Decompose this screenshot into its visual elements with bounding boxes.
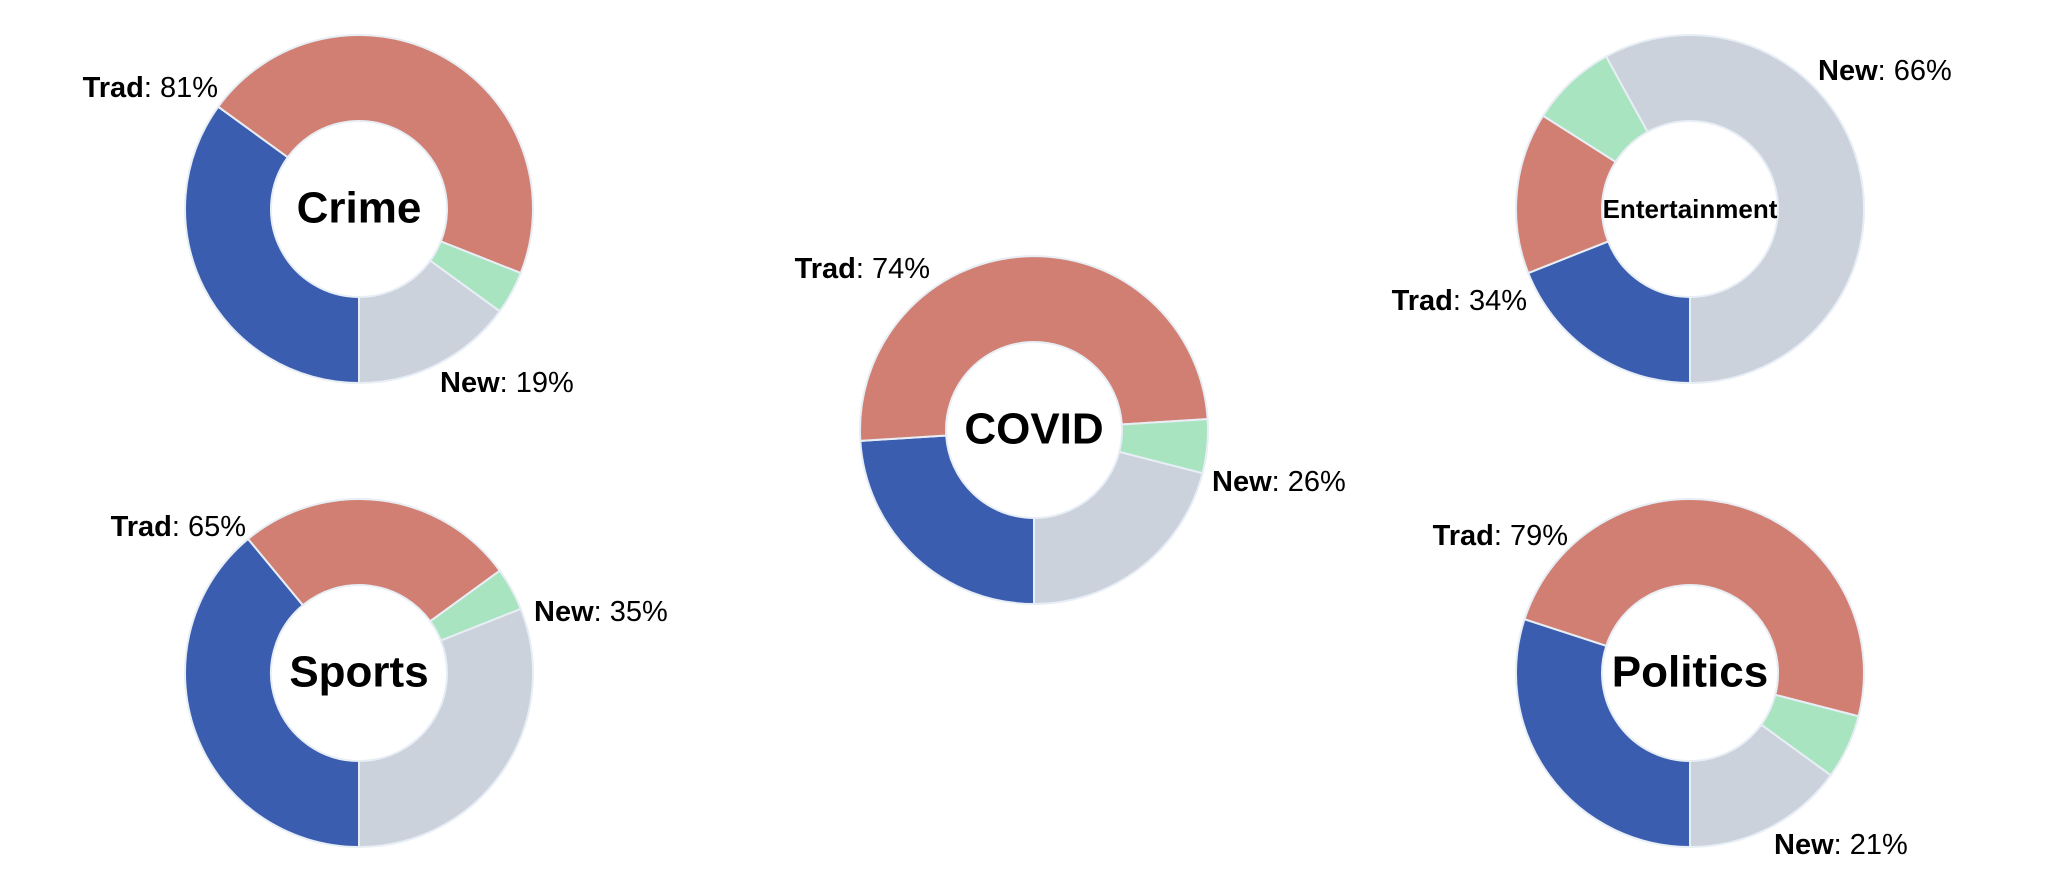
group-label: New: 66% bbox=[1818, 55, 1952, 87]
group-value: : 81% bbox=[144, 72, 218, 104]
donut-segment bbox=[1526, 240, 1691, 385]
group-name: Trad bbox=[795, 253, 856, 285]
group-label: Trad: 79% bbox=[1433, 520, 1568, 552]
group-label: New: 35% bbox=[534, 596, 668, 628]
group-label: Trad: 74% bbox=[795, 253, 930, 285]
donut-title: Entertainment bbox=[1603, 194, 1778, 224]
group-name: Trad bbox=[1433, 520, 1494, 552]
donut-chart: COVID Trad: 74% New: 26% bbox=[795, 253, 1346, 606]
donut-segment bbox=[859, 254, 1209, 442]
group-label: New: 21% bbox=[1774, 829, 1908, 861]
group-name: New bbox=[1818, 55, 1878, 87]
group-value: : 79% bbox=[1494, 520, 1568, 552]
donut-title: Politics bbox=[1612, 648, 1769, 697]
group-name: Trad bbox=[1392, 285, 1453, 317]
donut-segment bbox=[358, 607, 534, 849]
donut-segment bbox=[1689, 723, 1833, 849]
donut-segment bbox=[1523, 498, 1865, 718]
donut-segment bbox=[184, 537, 360, 849]
group-value: : 66% bbox=[1878, 55, 1952, 87]
donut-segment bbox=[358, 259, 502, 385]
group-value: : 26% bbox=[1272, 466, 1346, 498]
donut-segment bbox=[246, 498, 502, 623]
group-value: : 19% bbox=[500, 367, 574, 399]
donut-chart: Entertainment Trad: 34% New: 66% bbox=[1392, 34, 1952, 385]
group-name: Trad bbox=[83, 72, 144, 104]
group-label: New: 26% bbox=[1212, 466, 1346, 498]
donut-segment bbox=[1515, 617, 1691, 849]
donut-segment bbox=[859, 434, 1035, 606]
group-value: : 65% bbox=[172, 511, 246, 543]
group-value: : 74% bbox=[856, 253, 930, 285]
group-name: Trad bbox=[111, 511, 172, 543]
donut-title: Sports bbox=[289, 648, 428, 697]
donut-chart: Sports Trad: 65% New: 35% bbox=[111, 498, 668, 849]
group-name: New bbox=[534, 596, 594, 628]
group-name: New bbox=[440, 367, 500, 399]
donut-title: Crime bbox=[297, 184, 422, 233]
donut-segment bbox=[216, 33, 534, 275]
donut-title: COVID bbox=[964, 405, 1103, 454]
donut-segment bbox=[184, 105, 360, 385]
group-label: New: 19% bbox=[440, 367, 574, 399]
group-name: New bbox=[1212, 466, 1272, 498]
group-label: Trad: 81% bbox=[83, 72, 218, 104]
donut-segment bbox=[1033, 450, 1204, 606]
group-name: New bbox=[1774, 829, 1834, 861]
group-value: : 21% bbox=[1834, 829, 1908, 861]
donut-chart: Crime Trad: 81% New: 19% bbox=[83, 33, 574, 399]
donut-segment bbox=[1604, 34, 1865, 385]
group-label: Trad: 65% bbox=[111, 511, 246, 543]
donut-chart: Politics Trad: 79% New: 21% bbox=[1433, 498, 1908, 861]
group-value: : 35% bbox=[594, 596, 668, 628]
group-label: Trad: 34% bbox=[1392, 285, 1527, 317]
group-value: : 34% bbox=[1453, 285, 1527, 317]
